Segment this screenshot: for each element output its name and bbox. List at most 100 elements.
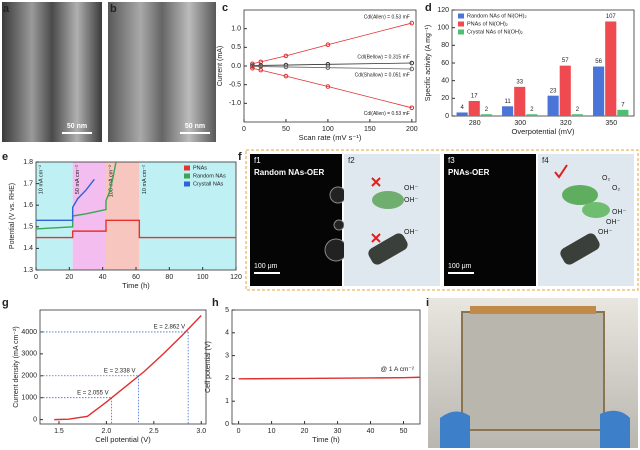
y-tick-label: 1.8 bbox=[23, 159, 33, 166]
series-label: Cdl(Shallow) = 0.051 mF bbox=[355, 72, 410, 78]
value-label: 2 bbox=[576, 107, 580, 113]
x-tick-label: 50 bbox=[400, 428, 408, 435]
fit-line bbox=[252, 22, 412, 65]
legend-swatch bbox=[458, 21, 464, 27]
y-axis-title: Cell potential (V) bbox=[205, 341, 212, 393]
x-axis-title: Time (h) bbox=[122, 281, 150, 290]
ion-label: O₂ bbox=[612, 185, 620, 192]
x-tick-label: 280 bbox=[469, 120, 481, 127]
x-axis-title: Scan rate (mV s⁻¹) bbox=[299, 133, 362, 142]
x-tick-label: 2.5 bbox=[149, 428, 159, 435]
region bbox=[106, 162, 140, 270]
sem-images: 50 nm 50 nm bbox=[2, 2, 216, 142]
frame bbox=[245, 149, 639, 291]
legend-label: Crystall NAs bbox=[193, 181, 224, 187]
x-tick-label: 320 bbox=[560, 120, 572, 127]
y-tick-label: 1.3 bbox=[23, 267, 33, 274]
tag: f4 bbox=[542, 156, 549, 165]
x-tick-label: 100 bbox=[322, 126, 334, 133]
annotation: @ 1 A cm⁻² bbox=[380, 366, 414, 373]
marker bbox=[258, 67, 264, 73]
legend-label: Crystal NAs of Ni(OH)₂ bbox=[467, 29, 523, 35]
y-tick-label: 2 bbox=[225, 375, 229, 382]
marker-label: E = 2.055 V bbox=[77, 390, 109, 396]
copper-plate bbox=[470, 306, 596, 314]
line bbox=[54, 314, 202, 421]
y-tick-label: 0.5 bbox=[231, 44, 241, 51]
bar bbox=[605, 21, 617, 116]
y-tick-label: 1.7 bbox=[23, 180, 33, 187]
panel-label: c bbox=[222, 2, 228, 14]
y-tick-label: 1.4 bbox=[23, 245, 33, 252]
plot-frame bbox=[243, 9, 417, 123]
x-axis-title: Time (h) bbox=[312, 435, 340, 444]
region bbox=[72, 162, 106, 270]
bar bbox=[593, 66, 605, 116]
scale-text: 100 μm bbox=[254, 263, 278, 270]
bar bbox=[617, 109, 629, 116]
y-tick-label: 1 bbox=[225, 398, 229, 405]
x-tick-label: 350 bbox=[605, 120, 617, 127]
bar bbox=[526, 114, 538, 116]
y-tick-label: 40 bbox=[441, 78, 449, 85]
panel-label: i bbox=[426, 297, 429, 309]
x-tick-label: 40 bbox=[99, 274, 107, 281]
region bbox=[139, 162, 236, 270]
leaf bbox=[562, 185, 598, 205]
x-tick-label: 10 bbox=[268, 428, 276, 435]
panel-label: f bbox=[238, 151, 242, 163]
sem-b bbox=[108, 2, 216, 142]
x-tick-label: 0 bbox=[242, 126, 246, 133]
bar bbox=[571, 114, 583, 116]
legend-label: PNAs bbox=[193, 165, 207, 171]
marker bbox=[283, 53, 289, 59]
leaf bbox=[582, 202, 610, 218]
fit-line bbox=[252, 65, 412, 70]
y-tick-label: 1.0 bbox=[231, 26, 241, 33]
y-tick-label: 0 bbox=[225, 421, 229, 428]
region bbox=[36, 162, 73, 270]
value-label: 57 bbox=[562, 58, 569, 64]
x-tick-label: 1.5 bbox=[54, 428, 64, 435]
leaf bbox=[372, 191, 404, 209]
y-tick-label: 120 bbox=[437, 7, 449, 14]
value-label: 2 bbox=[530, 107, 534, 113]
marker bbox=[409, 60, 415, 66]
y-tick-label: -0.5 bbox=[229, 82, 241, 89]
y-tick-label: 5 bbox=[225, 307, 229, 314]
sem-a bbox=[2, 2, 102, 142]
y-tick-label: 100 bbox=[437, 25, 449, 32]
line bbox=[35, 161, 117, 230]
scale-bar bbox=[62, 132, 92, 134]
x-tick-label: 2.0 bbox=[102, 428, 112, 435]
scale-bar bbox=[254, 272, 280, 274]
value-label: 2 bbox=[485, 107, 489, 113]
y-axis-title: Current (mA) bbox=[217, 46, 224, 86]
photo-i bbox=[428, 298, 638, 448]
ion-label: OH⁻ bbox=[612, 209, 627, 216]
scale-text: 50 nm bbox=[185, 123, 205, 130]
panel-label: g bbox=[2, 297, 9, 309]
ion-label: OH⁻ bbox=[598, 229, 613, 236]
legend-swatch bbox=[458, 29, 464, 35]
bar bbox=[468, 100, 480, 116]
bubble bbox=[329, 186, 347, 204]
line bbox=[238, 376, 421, 380]
y-tick-label: 0 bbox=[445, 113, 449, 120]
value-label: 7 bbox=[621, 102, 625, 108]
bar bbox=[502, 106, 514, 116]
marker bbox=[325, 65, 331, 70]
tag: f3 bbox=[448, 156, 455, 165]
x-tick-label: 100 bbox=[197, 274, 209, 281]
tag: f2 bbox=[348, 156, 355, 165]
bubble bbox=[324, 238, 348, 262]
series-label: Cdl(Bellow) = 0.315 mF bbox=[357, 54, 409, 60]
marker-label: E = 2.338 V bbox=[104, 368, 136, 374]
x-tick-label: 20 bbox=[65, 274, 73, 281]
region-label: 50 mA cm⁻² bbox=[75, 165, 81, 194]
scale-bar bbox=[448, 272, 474, 274]
rod bbox=[560, 233, 600, 265]
x-axis-title: Cell potential (V) bbox=[95, 435, 151, 444]
x-tick-label: 0 bbox=[34, 274, 38, 281]
bar bbox=[514, 86, 526, 116]
